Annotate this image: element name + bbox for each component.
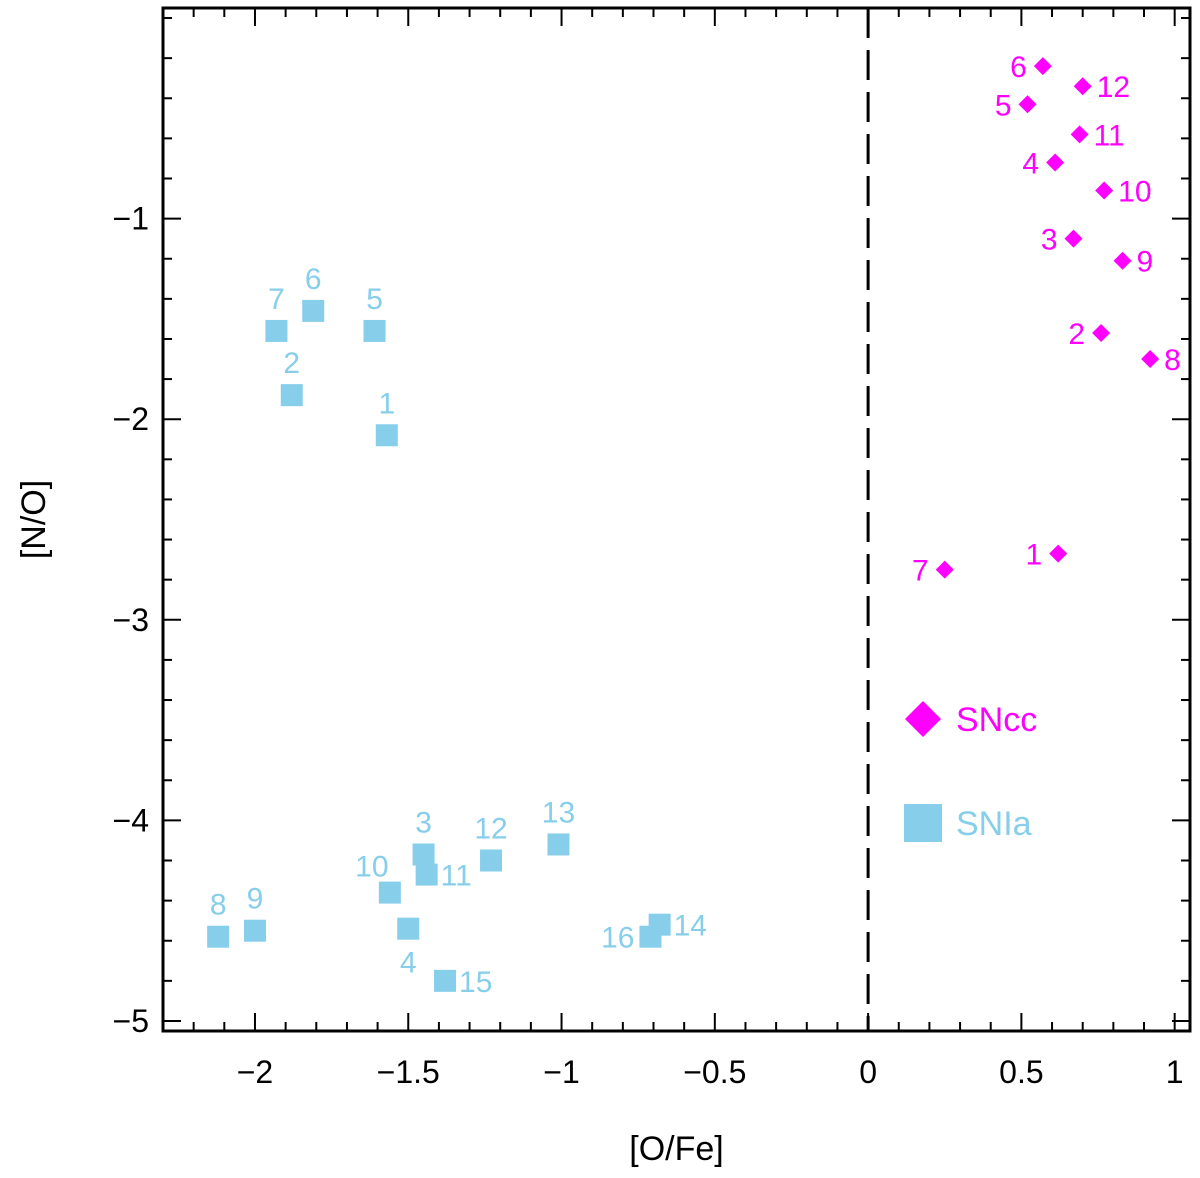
plot-frame bbox=[161, 6, 1192, 1033]
sncc-legend-label: SNcc bbox=[956, 701, 1037, 739]
sncc-point bbox=[1049, 544, 1068, 563]
sncc-point-label: 7 bbox=[912, 555, 929, 588]
y-tick-label: −1 bbox=[113, 201, 149, 237]
sncc-point bbox=[1092, 323, 1111, 342]
y-tick-label: −5 bbox=[113, 1003, 149, 1039]
x-tick-label: 0.5 bbox=[999, 1054, 1043, 1090]
snia-point-label: 6 bbox=[305, 263, 322, 296]
sncc-point-label: 3 bbox=[1041, 224, 1058, 257]
snia-point-label: 3 bbox=[415, 806, 432, 839]
snia-point bbox=[547, 833, 570, 856]
snia-point-label: 1 bbox=[378, 387, 395, 420]
sncc-point bbox=[1113, 251, 1132, 270]
sncc-point bbox=[1046, 153, 1065, 172]
x-tick-label: −1.5 bbox=[377, 1054, 440, 1090]
sncc-point-label: 8 bbox=[1164, 344, 1181, 377]
legend: SNcc SNIa bbox=[904, 701, 1037, 843]
snia-point-label: 16 bbox=[601, 922, 634, 955]
y-tick-label: −4 bbox=[113, 802, 149, 838]
sncc-point-label: 6 bbox=[1010, 51, 1027, 84]
snia-point bbox=[302, 299, 325, 322]
snia-point-label: 4 bbox=[400, 947, 417, 980]
x-tick-label: 1 bbox=[1166, 1054, 1184, 1090]
snia-point-label: 13 bbox=[542, 796, 575, 829]
snia-point bbox=[363, 319, 386, 342]
sncc-point-label: 12 bbox=[1097, 71, 1130, 104]
snia-point bbox=[434, 969, 457, 992]
snia-legend-marker bbox=[904, 804, 942, 842]
x-tick-label: −2 bbox=[237, 1054, 273, 1090]
x-axis-title: [O/Fe] bbox=[629, 1130, 723, 1168]
snia-point bbox=[415, 863, 438, 886]
data-points-layer bbox=[207, 57, 1160, 992]
snia-point-label: 5 bbox=[366, 283, 383, 316]
snia-point-label: 2 bbox=[283, 347, 300, 380]
snia-point bbox=[265, 319, 288, 342]
snia-point bbox=[397, 917, 420, 940]
x-tick-label: −0.5 bbox=[683, 1054, 746, 1090]
sncc-point-label: 2 bbox=[1068, 318, 1085, 351]
snia-point bbox=[243, 919, 266, 942]
sncc-point bbox=[1095, 181, 1114, 200]
snia-point-label: 15 bbox=[459, 966, 492, 999]
snia-point-label: 12 bbox=[474, 813, 507, 846]
snia-point-label: 9 bbox=[247, 883, 264, 916]
snia-point bbox=[375, 424, 398, 447]
sncc-point bbox=[1018, 95, 1037, 114]
sncc-point bbox=[1033, 57, 1052, 76]
sncc-point bbox=[1070, 125, 1089, 144]
sncc-point bbox=[1141, 350, 1160, 369]
x-tick-label: −1 bbox=[543, 1054, 579, 1090]
snia-point bbox=[280, 384, 303, 407]
snia-point-label: 8 bbox=[210, 889, 227, 922]
y-tick-label: −2 bbox=[113, 401, 149, 437]
snia-point bbox=[639, 925, 662, 948]
snia-point-label: 14 bbox=[674, 910, 707, 943]
snia-point-label: 11 bbox=[441, 860, 472, 893]
sncc-point-label: 5 bbox=[995, 89, 1012, 122]
snia-point-label: 7 bbox=[268, 283, 285, 316]
sncc-point bbox=[935, 560, 954, 579]
snia-point bbox=[480, 849, 503, 872]
sncc-point-label: 9 bbox=[1137, 246, 1154, 279]
snia-legend-label: SNIa bbox=[956, 805, 1032, 843]
sncc-point-label: 1 bbox=[1025, 539, 1042, 572]
snia-point bbox=[207, 925, 230, 948]
sncc-point-label: 4 bbox=[1022, 147, 1039, 180]
sncc-point bbox=[1064, 229, 1083, 248]
sncc-point bbox=[1073, 77, 1092, 96]
snia-point-label: 10 bbox=[355, 851, 388, 884]
y-axis-title: [N/O] bbox=[15, 480, 53, 559]
sncc-point-label: 11 bbox=[1094, 119, 1125, 152]
sncc-legend-marker bbox=[905, 701, 941, 737]
x-tick-label: 0 bbox=[859, 1054, 877, 1090]
snia-point bbox=[378, 881, 401, 904]
y-tick-label: −3 bbox=[113, 602, 149, 638]
snia-point bbox=[412, 843, 435, 866]
ticks-layer: −2 −1.5 −1 −0.5 0 0.5 1 −5 −4 −3 −2 −1 bbox=[113, 8, 1190, 1090]
sncc-point-label: 10 bbox=[1118, 176, 1151, 209]
